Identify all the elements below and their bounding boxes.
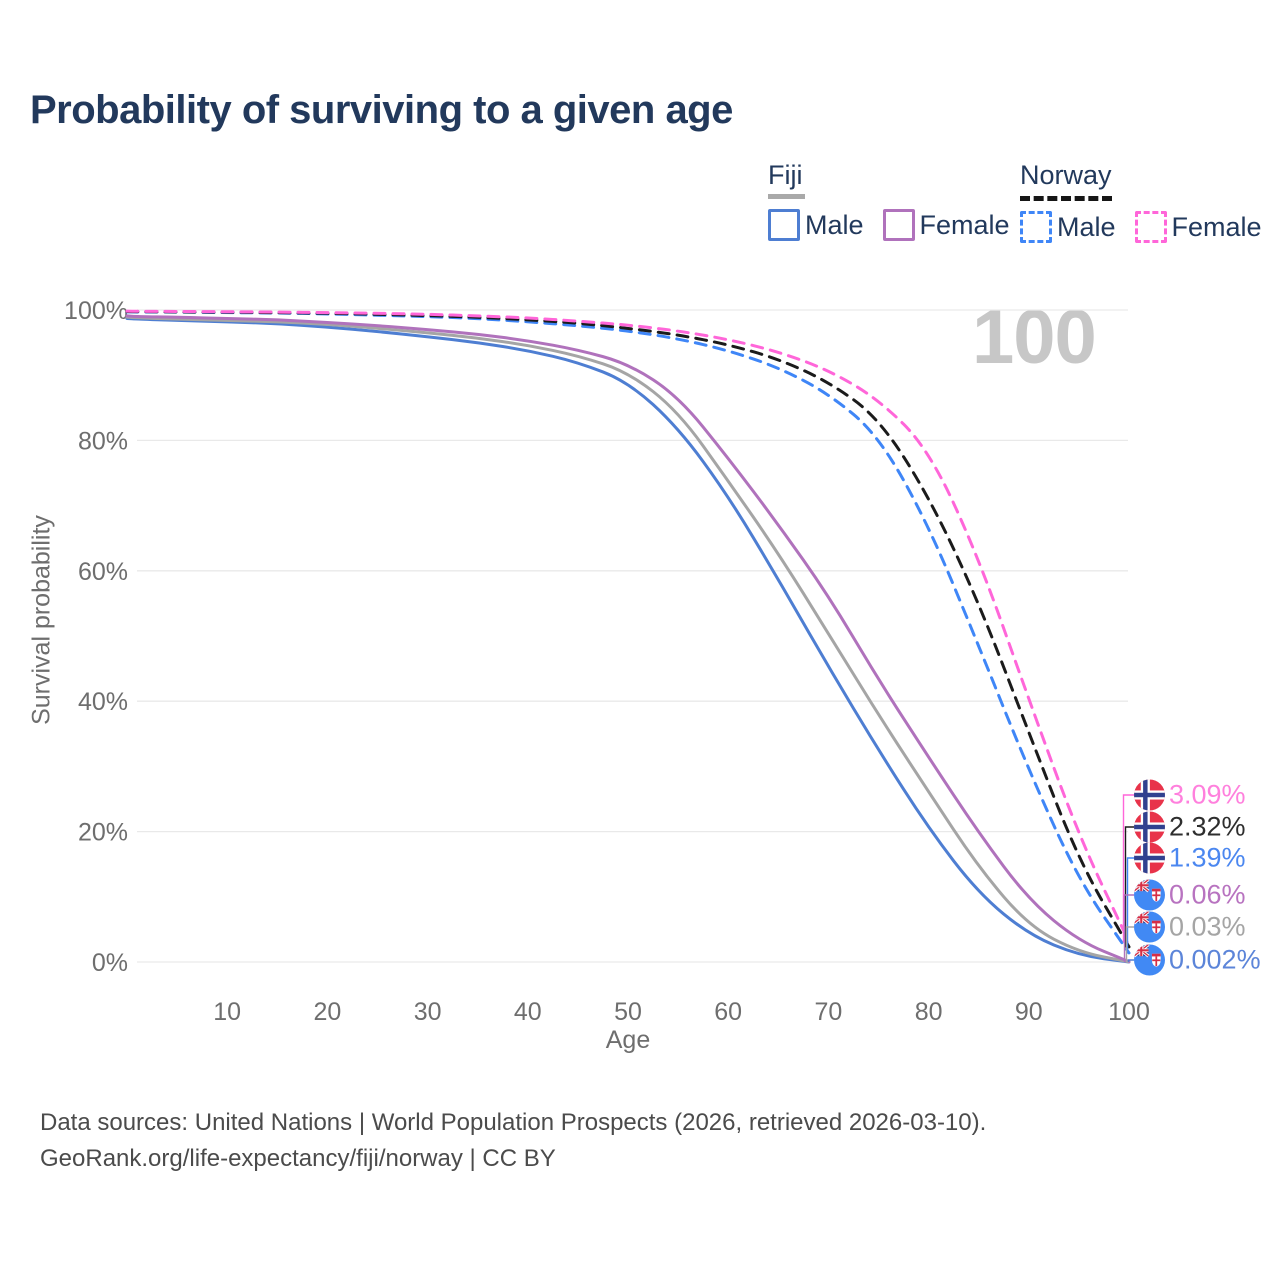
end-label-value: 0.06%: [1169, 879, 1246, 910]
end-label-connector: [1127, 959, 1134, 962]
x-axis-ticks: 10 20 30 40 50 60 70 80 90 100: [213, 998, 1150, 1026]
norway-flag-icon: [1134, 842, 1165, 874]
footer-attribution-line: GeoRank.org/life-expectancy/fiji/norway …: [40, 1145, 556, 1172]
footer-sources-line: Data sources: United Nations | World Pop…: [40, 1109, 987, 1136]
end-label-fiji-female: 0.06%: [1134, 879, 1246, 911]
legend-item-fiji-female[interactable]: Female: [882, 209, 1010, 241]
x-tick-label: 30: [414, 998, 442, 1026]
legend-fiji-female-label: Female: [919, 209, 1010, 240]
norway-female-swatch-icon: [1134, 211, 1167, 243]
norway-male-swatch-icon: [1020, 211, 1052, 243]
series-line-norway-both-sexes[interactable]: [125, 310, 1131, 949]
y-axis-title: Survival probability: [27, 515, 56, 725]
end-label-value: 2.32%: [1169, 811, 1246, 842]
gridlines: [137, 309, 1128, 963]
end-label-connector: [1125, 926, 1134, 963]
y-tick-label: 20%: [78, 819, 128, 847]
y-axis-ticks: 100% 80% 60% 40% 20% 0%: [64, 297, 128, 977]
legend-fiji-male-label: Male: [805, 209, 864, 240]
legend-item-norway-female[interactable]: Female: [1134, 211, 1262, 243]
series-line-fiji-both-sexes[interactable]: [125, 315, 1131, 964]
x-tick-label: 100: [1108, 998, 1150, 1026]
x-tick-label: 10: [213, 998, 241, 1026]
y-tick-label: 60%: [78, 558, 128, 586]
norway-flag-icon: [1134, 779, 1165, 811]
y-tick-label: 0%: [92, 949, 128, 977]
series-line-norway-male[interactable]: [125, 310, 1131, 955]
end-label-norway-male: 1.39%: [1134, 842, 1246, 874]
fiji-flag-icon: [1134, 879, 1165, 911]
end-label-norway-both-sexes: 2.32%: [1134, 811, 1246, 843]
footer: Data sources: United Nations | World Pop…: [40, 1105, 986, 1177]
x-tick-label: 40: [514, 998, 542, 1026]
series-line-fiji-female[interactable]: [125, 314, 1131, 964]
x-tick-label: 90: [1015, 998, 1043, 1026]
end-label-fiji-both-sexes: 0.03%: [1134, 911, 1246, 943]
page-title: Probability of surviving to a given age: [30, 88, 733, 132]
y-tick-label: 40%: [78, 688, 128, 716]
legend-norway-male-label: Male: [1057, 211, 1116, 242]
y-tick-label: 100%: [64, 297, 128, 325]
legend-norway-dashed-line-swatch: [1020, 196, 1112, 201]
fiji-flag-icon: [1134, 911, 1165, 943]
age-cursor-value: 100: [972, 295, 1097, 380]
end-label-connectors: [1122, 794, 1134, 963]
legend-item-norway-male[interactable]: Male: [1020, 211, 1116, 243]
legend-group-norway: Norway Male Female: [1020, 160, 1280, 243]
fiji-male-swatch-icon: [768, 209, 800, 241]
x-axis-title: Age: [605, 1026, 651, 1054]
x-tick-label: 60: [714, 998, 742, 1026]
x-tick-label: 70: [814, 998, 842, 1026]
y-tick-label: 80%: [78, 427, 128, 455]
x-tick-label: 20: [313, 998, 341, 1026]
legend-group-fiji: Fiji Male Female: [768, 160, 1029, 241]
x-tick-label: 50: [614, 998, 642, 1026]
end-label-fiji-male: 0.002%: [1134, 944, 1261, 976]
end-label-connector: [1126, 857, 1134, 954]
legend-fiji-solid-line-swatch: [768, 194, 805, 199]
norway-flag-icon: [1134, 811, 1165, 843]
x-tick-label: 80: [915, 998, 943, 1026]
fiji-flag-icon: [1134, 944, 1165, 976]
legend-fiji-label: Fiji: [768, 160, 803, 190]
end-label-norway-female: 3.09%: [1134, 779, 1246, 811]
fiji-female-swatch-icon: [882, 209, 915, 241]
end-label-value: 0.03%: [1169, 911, 1246, 942]
series-line-norway-female[interactable]: [125, 309, 1131, 944]
end-label-value: 1.39%: [1169, 842, 1246, 873]
series-line-fiji-male[interactable]: [125, 316, 1131, 964]
legend-norway-label: Norway: [1020, 160, 1112, 190]
end-label-value: 0.002%: [1169, 944, 1261, 975]
end-label-value: 3.09%: [1169, 779, 1246, 810]
legend-norway-female-label: Female: [1171, 211, 1262, 242]
legend-item-fiji-male[interactable]: Male: [768, 209, 864, 241]
series-lines: [125, 309, 1131, 964]
